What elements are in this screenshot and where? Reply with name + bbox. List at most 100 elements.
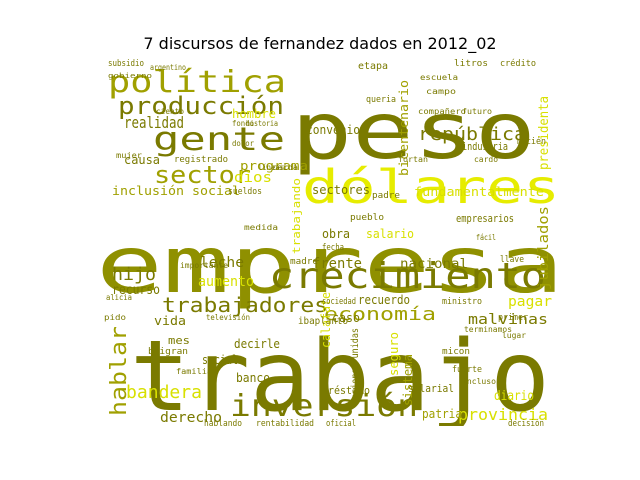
word-alicia: alicia [106, 293, 132, 302]
word-gente: gente [153, 120, 285, 158]
word-fuerte: fuerte [452, 365, 482, 375]
word-fortan: fortan [398, 155, 428, 164]
word-registrado: registrado [174, 155, 228, 165]
word-historia: historia [246, 119, 278, 128]
word-naciones-unidas: naciones unidas [350, 328, 361, 404]
word-líneas: líneas [258, 163, 284, 172]
word-argentino: argentino [150, 63, 186, 72]
word-banco: banco [236, 371, 270, 385]
word-causa: causa [124, 153, 160, 167]
word-mes: mes [168, 334, 190, 347]
word-política: política [108, 65, 286, 100]
word-fecha: fecha [322, 243, 344, 253]
word-lugar: lugar [502, 331, 526, 340]
word-ciento: ciento [156, 107, 184, 116]
word-sector: sector [154, 161, 251, 189]
word-fondo: fondo [232, 119, 254, 128]
word-dios: dios [234, 170, 272, 186]
word-etapa: etapa [358, 61, 388, 72]
word-recién: recién [516, 136, 546, 147]
word-producción: producción [118, 92, 284, 120]
word-importante: importante [180, 261, 228, 270]
word-presidenta: presidenta [537, 96, 552, 170]
figure-title: 7 discursos de fernandez dados en 2012_0… [143, 34, 497, 53]
word-pagar: pagar [508, 294, 552, 310]
word-trabajo: trabajo [130, 320, 550, 426]
word-ibaplanto: ibaplanto [298, 316, 348, 327]
word-futuro: futuro [462, 107, 492, 116]
word-campo: campo [426, 87, 456, 96]
word-terminamos: terminamos [464, 325, 512, 334]
word-diario: diario [494, 389, 534, 404]
word-trabajando: trabajando [290, 178, 303, 254]
word-compañero: compañero [418, 107, 466, 116]
word-nacional: nacional [400, 257, 468, 272]
word-brigran: brigran [148, 347, 188, 357]
word-hombre: hombre [232, 107, 276, 121]
word-crecimiento: crecimiento [269, 256, 546, 297]
word-economía: economía [324, 304, 436, 325]
word-salario: salario [366, 227, 414, 241]
word-decisión: decisión [508, 418, 544, 426]
word-cardo: cardo [474, 155, 498, 164]
word-derecho: derecho [160, 410, 222, 426]
word-dolor: dolor [232, 139, 254, 148]
word-hijo: hijo [112, 264, 156, 285]
word-decirle: decirle [234, 337, 280, 351]
word-televisión: televisión [206, 312, 250, 322]
word-inversión: inversión [230, 389, 418, 424]
word-familia: familia [176, 367, 212, 376]
word-sectores: sectores [312, 183, 370, 197]
word-litros: litros [454, 59, 488, 69]
word-salarial: salarial [408, 382, 454, 395]
word-programa: programa [240, 159, 308, 173]
word-fundamentalmente: fundamentalmente [414, 185, 544, 199]
word-república: república [418, 124, 526, 145]
word-bandera: bandera [126, 382, 202, 403]
word-recurso: recurso [112, 283, 160, 298]
word-ministro: ministro [442, 297, 482, 307]
word-empresa: empresa [96, 221, 564, 311]
word-sistema: sistema [401, 354, 415, 406]
word-social: social [202, 353, 238, 367]
word-malvinas: malvinas [468, 312, 548, 328]
word-calafate: calafate [319, 292, 333, 348]
word-queria: queria [366, 95, 396, 105]
word-recuerdo: recuerdo [358, 293, 410, 307]
word-frente: frente [312, 256, 362, 272]
word-llave: llave [500, 255, 524, 265]
word-pido: pido [104, 313, 126, 322]
word-trabajadores: trabajadores [162, 293, 328, 317]
word-inclusión-social: inclusión social [112, 184, 240, 198]
word-sueldos: sueldos [228, 187, 262, 197]
word-bicentenario: bicentenario [397, 80, 411, 176]
word-peso: peso [291, 87, 536, 177]
word-gobierno: gobierno [108, 72, 152, 80]
word-provincia: provincia [458, 405, 548, 424]
word-incluso: incluso [462, 377, 496, 386]
word-empresarios: empresarios [456, 212, 514, 225]
word-primer: primer [498, 313, 529, 323]
word-convenio: convenio [306, 123, 360, 137]
word-seguro: seguro [387, 332, 401, 376]
word-patria: patria [422, 407, 462, 421]
word-caída: caída [272, 163, 298, 172]
word-hablar: hablar [107, 326, 132, 416]
word-cloud: peso empresa trabajo dólares crecimiento polí… [96, 58, 564, 426]
word-mujer: mujer [116, 151, 142, 160]
word-aumento: aumento [198, 274, 254, 290]
word-obra: obra [322, 227, 350, 241]
word-rentabilidad: rentabilidad [256, 419, 314, 426]
word-medida: medida [244, 223, 278, 232]
word-industria: industria [462, 140, 508, 153]
word-pueblo: pueblo [350, 213, 384, 223]
word-madre: madre [290, 257, 318, 267]
word-jubilados: jubilados [536, 206, 552, 290]
word-préstamo: préstamo [322, 384, 370, 397]
word-fácil: fácil [476, 233, 496, 242]
word-escuela: escuela [420, 73, 458, 82]
word-realidad: realidad [124, 113, 184, 132]
word-leche: leche [200, 255, 244, 271]
word-caso: caso [332, 311, 360, 325]
